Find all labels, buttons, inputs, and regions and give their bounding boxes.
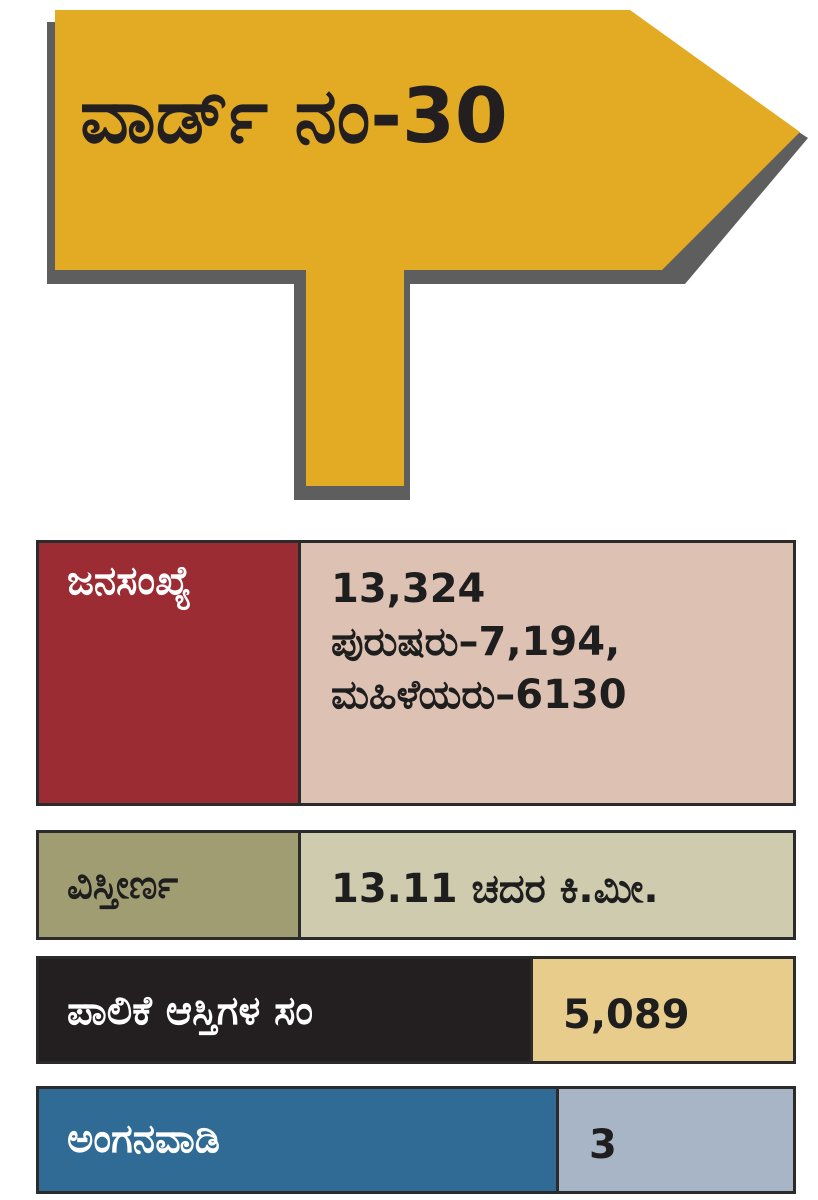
area-label: ವಿಸ್ತೀರ್ಣ (39, 833, 301, 937)
assets-row: ಪಾಲಿಕೆ ಆಸ್ತಿಗಳ ಸಂ 5,089 (36, 956, 796, 1064)
area-row: ವಿಸ್ತೀರ್ಣ 13.11 ಚದರ ಕಿ.ಮೀ. (36, 830, 796, 940)
assets-label: ಪಾಲಿಕೆ ಆಸ್ತಿಗಳ ಸಂ (39, 959, 533, 1061)
anganwadi-value: 3 (559, 1089, 793, 1191)
assets-value: 5,089 (533, 959, 793, 1061)
anganwadi-label: ಅಂಗನವಾಡಿ (39, 1089, 559, 1191)
anganwadi-row: ಅಂಗನವಾಡಿ 3 (36, 1086, 796, 1194)
population-row: ಜನಸಂಖ್ಯೆ 13,324 ಪುರುಷರು–7,194, ಮಹಿಳೆಯರು–… (36, 540, 796, 806)
population-women: ಮಹಿಳೆಯರು–6130 (331, 672, 627, 719)
signpost-pole (306, 270, 404, 486)
population-total: 13,324 (331, 566, 486, 612)
population-label: ಜನಸಂಖ್ಯೆ (39, 543, 301, 803)
signpost-graphic (47, 10, 808, 500)
ward-title: ವಾರ್ಡ್ ನಂ-30 (80, 71, 508, 160)
population-value: 13,324 ಪುರುಷರು–7,194, ಮಹಿಳೆಯರು–6130 (301, 543, 793, 803)
area-value: 13.11 ಚದರ ಕಿ.ಮೀ. (301, 833, 793, 937)
population-men: ಪುರುಷರು–7,194, (331, 619, 621, 666)
signpost-board (55, 10, 800, 270)
